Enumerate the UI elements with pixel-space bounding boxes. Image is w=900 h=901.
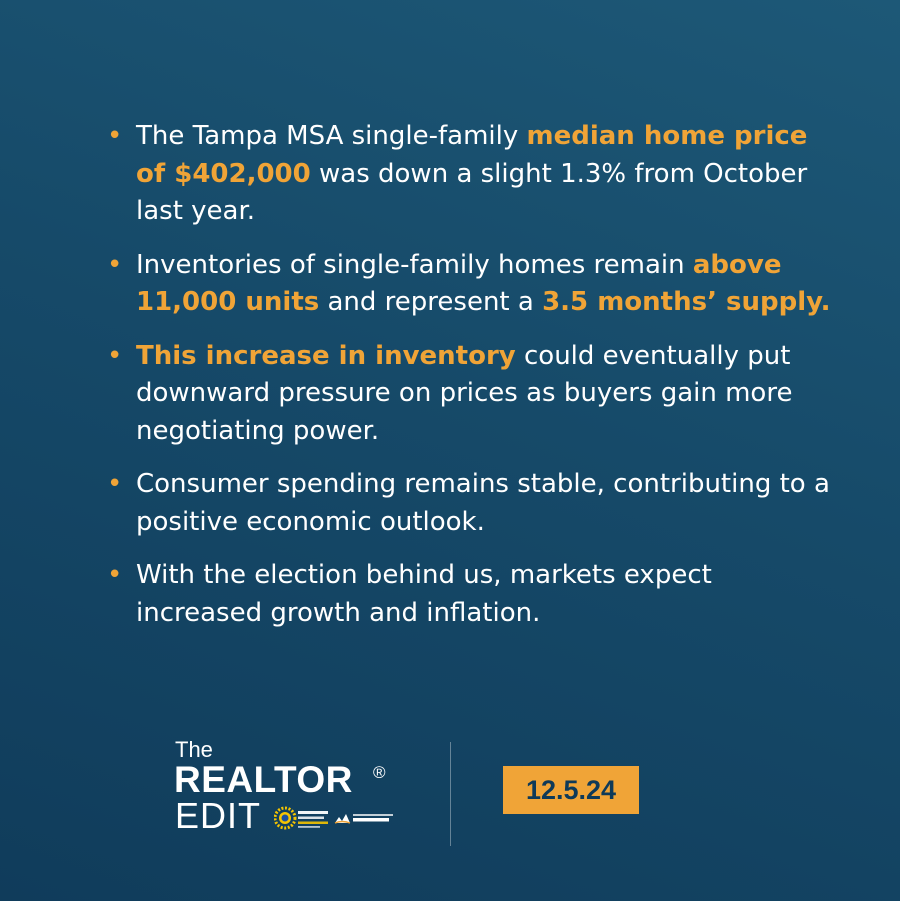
bullet-inventory-increase: • This increase in inventory could event… — [104, 338, 844, 451]
bullet-marker: • — [107, 560, 123, 590]
logo-line — [298, 816, 324, 819]
skyline-icon — [334, 814, 351, 824]
bullet-highlight: median home price of $402,000 — [136, 121, 808, 189]
bullet-text: Consumer spending remains stable, contri… — [136, 469, 830, 537]
sun-emblem-icon — [274, 806, 297, 830]
logo-line — [298, 821, 328, 824]
bullet-text: With the election behind us, markets exp… — [136, 560, 712, 628]
logo-line — [298, 826, 320, 828]
pinellas-realtor-organization-logo — [274, 806, 328, 830]
logo-the-text: The — [175, 737, 213, 762]
bullet-text: Inventories of single-family homes remai… — [136, 249, 693, 280]
bullet-marker: • — [107, 249, 123, 280]
bullet-highlight: above 11,000 units — [136, 249, 782, 318]
logo-realtor-text: REALTOR — [174, 759, 353, 800]
bullet-inventory: • Inventories of single-family homes rem… — [104, 247, 844, 322]
logo-line — [298, 811, 328, 814]
bullet-text: was down a slight 1.3% from October last… — [136, 158, 808, 227]
bullet-highlight: This increase in inventory — [136, 340, 516, 371]
date-badge: 12.5.24 — [503, 766, 639, 814]
logo-line — [353, 814, 393, 816]
footer-divider — [450, 742, 451, 846]
bullet-text: The Tampa MSA single-family — [136, 121, 527, 151]
bullet-marker: • — [107, 469, 123, 499]
bullet-highlight: 3.5 months’ supply. — [542, 287, 831, 317]
bullet-election: • With the election behind us, markets e… — [104, 557, 844, 632]
bullet-list: • The Tampa MSA single-family median hom… — [104, 118, 844, 648]
greater-tampa-realtors-logo — [334, 814, 393, 824]
bullet-marker: • — [107, 340, 123, 371]
bullet-marker: • — [107, 121, 123, 151]
bullet-text: and represent a — [319, 287, 543, 317]
logo-registered-mark: ® — [373, 763, 386, 782]
realtor-edit-logo: The REALTOR ® EDIT — [174, 738, 424, 838]
bullet-median-price: • The Tampa MSA single-family median hom… — [104, 118, 844, 231]
logo-line — [353, 818, 389, 822]
logo-edit-text: EDIT — [175, 795, 262, 836]
bullet-consumer-spending: • Consumer spending remains stable, cont… — [104, 466, 844, 541]
bullet-text: could eventually put downward pressure o… — [136, 340, 793, 446]
